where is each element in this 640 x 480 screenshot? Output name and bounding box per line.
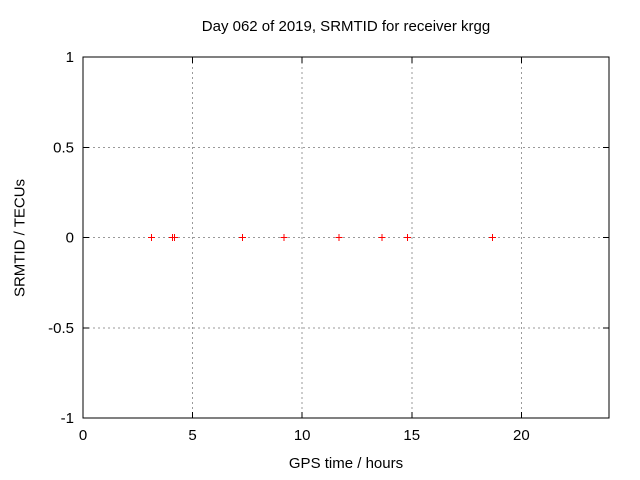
data-point-marker [488,234,496,241]
x-tick-label: 5 [188,427,196,444]
chart-title: Day 062 of 2019, SRMTID for receiver krg… [201,18,491,35]
y-tick-label: -0.5 [48,320,74,337]
x-axis-label: GPS time / hours [288,455,404,472]
plot-border [82,56,610,419]
data-point-marker [378,234,386,241]
y-tick-label: 0.5 [53,139,74,156]
y-tick-label: 1 [66,49,74,66]
data-point-marker [147,234,155,241]
data-point-marker [280,234,288,241]
x-tick-label: 10 [294,427,311,444]
data-point-marker [404,234,412,241]
x-tick-label: 0 [79,427,87,444]
x-tick-label: 20 [513,427,530,444]
data-point-marker [238,234,246,241]
data-point-marker [335,234,343,241]
y-tick-label: 0 [66,230,74,247]
x-tick-label: 15 [403,427,420,444]
data-point-marker [170,234,178,241]
y-tick-label: -1 [61,410,74,427]
